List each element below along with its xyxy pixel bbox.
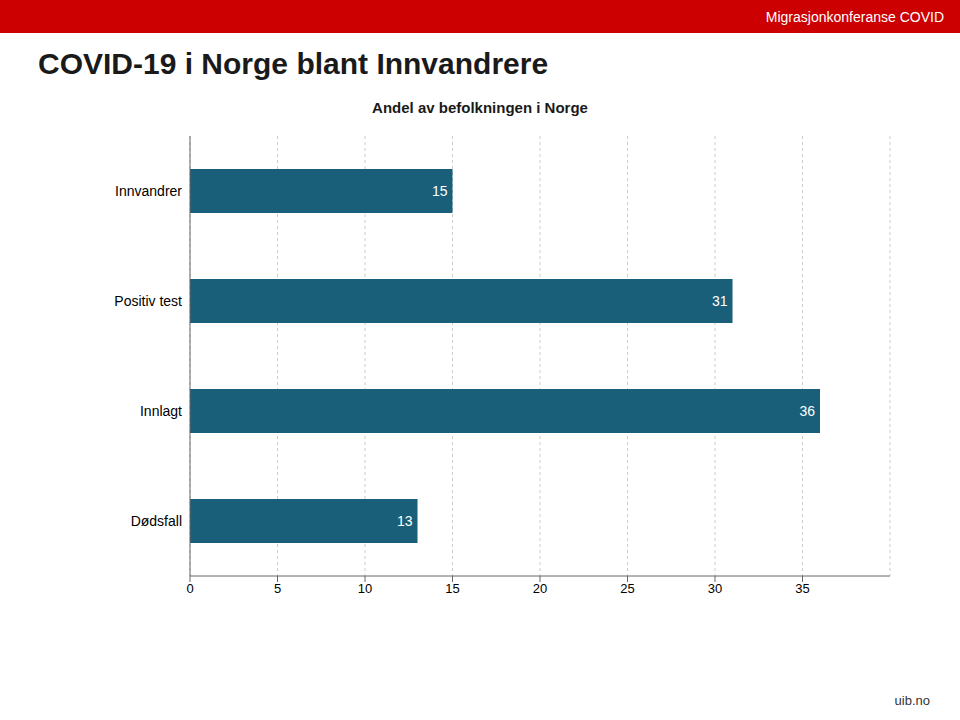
svg-text:25: 25	[620, 581, 634, 596]
svg-text:Innvandrer: Innvandrer	[115, 183, 182, 199]
svg-text:30: 30	[708, 581, 722, 596]
svg-text:20: 20	[533, 581, 547, 596]
html-text:Andel av befolkningen i Norge: Andel av befolkningen i Norge	[372, 99, 588, 116]
svg-text:13: 13	[397, 513, 413, 529]
svg-text:Innlagt: Innlagt	[140, 403, 182, 419]
svg-text:0: 0	[186, 581, 193, 596]
html-text:uib.no: uib.no	[894, 693, 930, 708]
html-text:Migrasjonkonferanse COVID: Migrasjonkonferanse COVID	[765, 8, 944, 25]
svg-text:Dødsfall: Dødsfall	[131, 513, 182, 529]
svg-text:10: 10	[358, 581, 372, 596]
svg-text:35: 35	[795, 581, 809, 596]
svg-text:Positiv test: Positiv test	[114, 293, 182, 309]
svg-text:31: 31	[712, 293, 728, 309]
svg-text:15: 15	[432, 183, 448, 199]
html-text:COVID-19 i Norge blant Innvand: COVID-19 i Norge blant Innvandrere	[38, 47, 549, 80]
svg-text:15: 15	[445, 581, 459, 596]
svg-text:5: 5	[274, 581, 281, 596]
svg-text:36: 36	[799, 403, 815, 419]
